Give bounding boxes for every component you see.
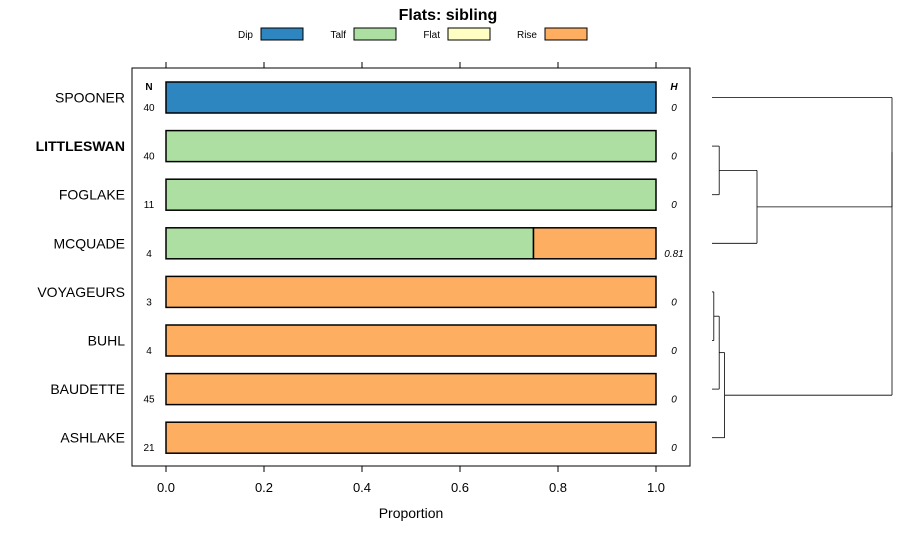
legend-label-talf: Talf xyxy=(330,30,346,41)
x-tick-label-5: 1.0 xyxy=(647,480,665,495)
h-value-foglake: 0 xyxy=(671,200,677,211)
legend: Dip Talf Flat Rise xyxy=(238,27,588,41)
legend-swatch-dip xyxy=(260,27,304,41)
h-value-buhl: 0 xyxy=(671,346,677,357)
row-label-foglake: FOGLAKE xyxy=(59,187,125,203)
bar-foglake-talf xyxy=(165,178,657,211)
legend-label-rise: Rise xyxy=(517,30,537,41)
legend-swatch-talf xyxy=(353,27,397,41)
x-tick-label-0: 0.0 xyxy=(157,480,175,495)
bar-voyageurs-rise xyxy=(165,275,657,309)
bar-ashlake-rise xyxy=(165,421,657,454)
bars-group xyxy=(165,81,657,454)
n-value-littleswan: 40 xyxy=(143,152,155,163)
chart-title: Flats: sibling xyxy=(399,7,498,24)
n-value-ashlake: 21 xyxy=(143,443,155,454)
legend-swatch-rise xyxy=(544,27,588,41)
bar-spooner-dip xyxy=(165,81,657,114)
x-axis-label: Proportion xyxy=(379,505,444,521)
h-value-baudette: 0 xyxy=(671,395,677,406)
h-value-mcquade: 0.81 xyxy=(664,249,683,260)
row-label-ashlake: ASHLAKE xyxy=(60,430,125,446)
row-label-mcquade: MCQUADE xyxy=(53,235,125,251)
n-column-header: N xyxy=(145,82,152,93)
dendrogram xyxy=(712,97,893,439)
row-label-baudette: BAUDETTE xyxy=(50,381,125,397)
h-column-header: H xyxy=(670,82,678,93)
n-value-baudette: 45 xyxy=(143,395,155,406)
row-label-buhl: BUHL xyxy=(88,333,126,349)
legend-label-dip: Dip xyxy=(238,30,253,41)
bar-buhl-rise xyxy=(165,324,657,357)
row-label-littleswan: LITTLESWAN xyxy=(36,138,125,154)
row-label-spooner: SPOONER xyxy=(55,90,125,106)
bar-baudette-rise xyxy=(165,372,657,406)
h-value-littleswan: 0 xyxy=(671,152,677,163)
n-value-voyageurs: 3 xyxy=(146,297,152,308)
n-value-foglake: 11 xyxy=(144,200,155,211)
row-label-voyageurs: VOYAGEURS xyxy=(37,284,125,300)
x-tick-label-3: 0.6 xyxy=(451,480,469,495)
x-tick-label-4: 0.8 xyxy=(549,480,567,495)
n-value-spooner: 40 xyxy=(143,103,155,114)
bar-mcquade-rise xyxy=(532,227,657,260)
bar-mcquade-talf xyxy=(165,227,535,260)
bar-littleswan-talf xyxy=(165,129,657,163)
h-value-voyageurs: 0 xyxy=(671,297,677,308)
x-tick-label-1: 0.2 xyxy=(255,480,273,495)
legend-label-flat: Flat xyxy=(423,30,440,41)
x-tick-label-2: 0.4 xyxy=(353,480,371,495)
n-value-mcquade: 4 xyxy=(146,249,152,260)
n-value-buhl: 4 xyxy=(146,346,152,357)
plot-panel xyxy=(131,67,691,467)
legend-swatch-flat xyxy=(447,27,491,41)
h-value-spooner: 0 xyxy=(671,103,677,114)
h-value-ashlake: 0 xyxy=(671,443,677,454)
x-axis: 0.0 0.2 0.4 0.6 0.8 1.0 xyxy=(157,62,665,495)
